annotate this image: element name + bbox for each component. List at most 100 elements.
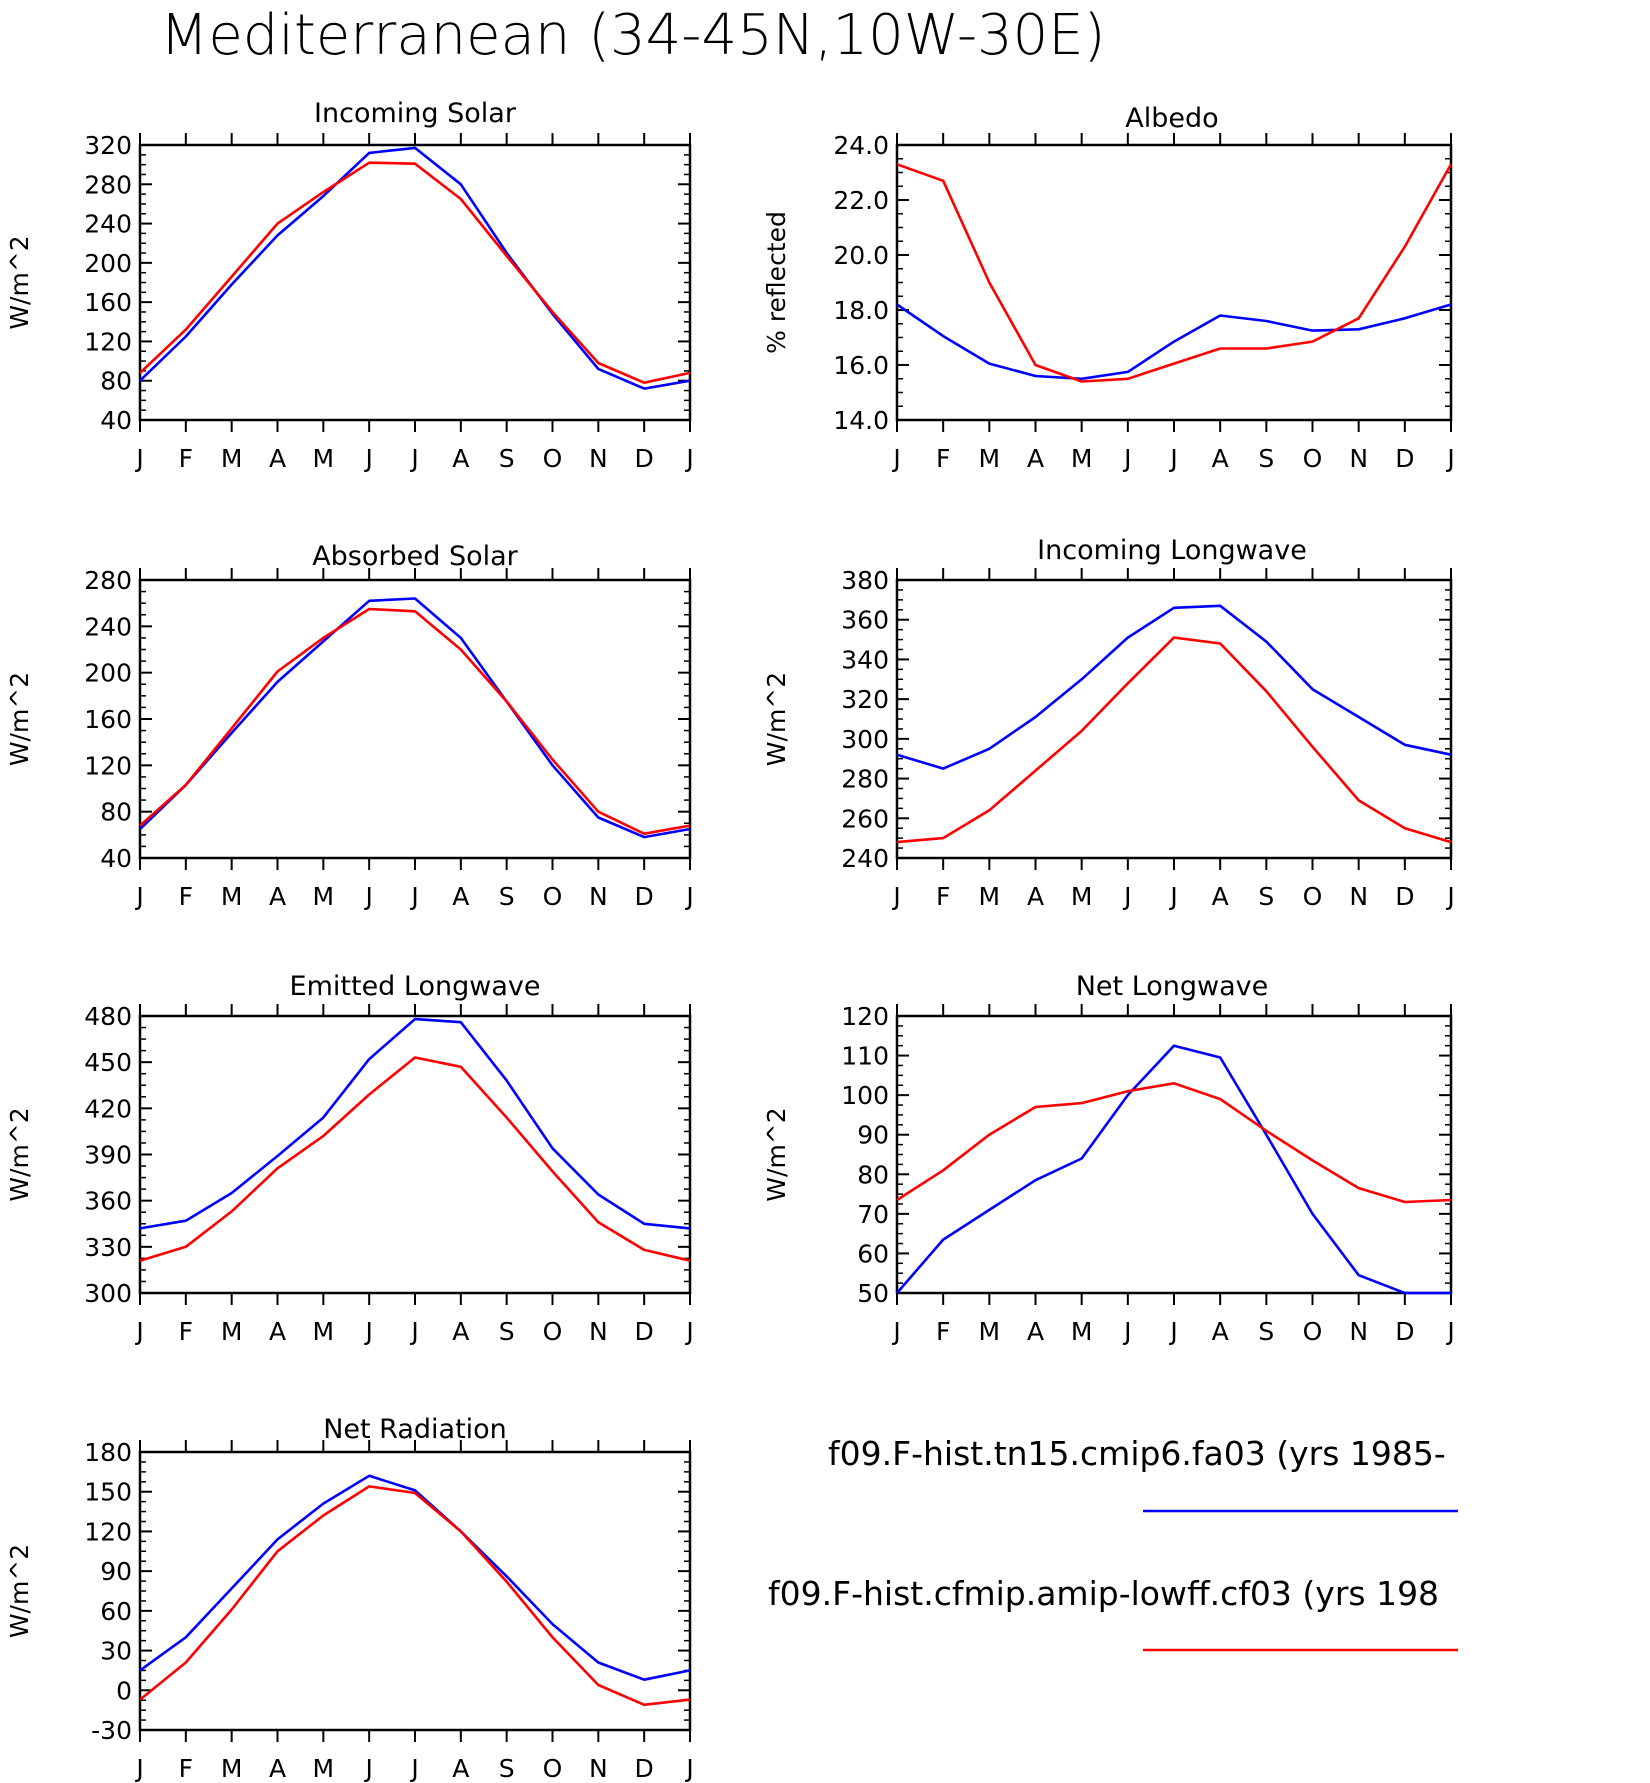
y-tick-label: 420 — [84, 1094, 132, 1123]
y-tick-label: 180 — [84, 1438, 132, 1467]
plot-frame — [895, 143, 1453, 422]
x-tick-label: J — [363, 1754, 372, 1783]
panel-title: Absorbed Solar — [312, 541, 518, 572]
y-tick-label: 90 — [100, 1557, 132, 1586]
y-tick-label: 80 — [100, 367, 132, 396]
y-tick-label: 100 — [841, 1081, 889, 1110]
y-tick-label: 50 — [857, 1279, 889, 1308]
x-tick-label: M — [313, 882, 335, 911]
y-tick-label: 70 — [857, 1200, 889, 1229]
x-tick-label: S — [499, 444, 515, 473]
y-tick-label: 30 — [100, 1637, 132, 1666]
line-series-2 — [896, 163, 1453, 383]
x-tick-label: A — [1212, 444, 1229, 473]
x-tick-label: M — [1071, 444, 1093, 473]
plot-frame — [138, 143, 692, 422]
x-tick-label: O — [543, 1317, 563, 1346]
y-tick-label: 160 — [84, 288, 132, 317]
x-tick-label: J — [134, 1754, 143, 1783]
y-tick-label: 18.0 — [833, 296, 889, 325]
x-tick-label: N — [1349, 444, 1368, 473]
panel-4: Incoming Longwave W/m^2 240 260 280 300 320 340… — [762, 535, 1455, 911]
x-tick-label: J — [684, 1317, 693, 1346]
x-tick-label: M — [313, 1754, 335, 1783]
y-tick-label: 14.0 — [833, 406, 889, 435]
x-tick-label: A — [269, 1317, 286, 1346]
x-tick-label: J — [1445, 1317, 1454, 1346]
x-tick-label: F — [179, 444, 193, 473]
x-tick-label: A — [1027, 882, 1044, 911]
y-tick-label: 390 — [84, 1141, 132, 1170]
x-tick-label: D — [1395, 882, 1414, 911]
y-tick-label: 360 — [84, 1187, 132, 1216]
y-tick-label: 200 — [84, 659, 132, 688]
line-series-1 — [896, 604, 1452, 770]
y-tick-label: 120 — [84, 327, 132, 356]
x-tick-label: M — [221, 1317, 243, 1346]
y-axis-label: W/m^2 — [5, 1544, 34, 1638]
figure-title: Mediterranean (34-45N,10W-30E) — [160, 3, 1106, 68]
x-tick-label: F — [179, 882, 193, 911]
x-tick-label: N — [1349, 882, 1368, 911]
x-tick-label: D — [635, 1754, 654, 1783]
x-tick-label: M — [979, 1317, 1001, 1346]
y-tick-label: 120 — [84, 1517, 132, 1546]
x-tick-label: M — [221, 444, 243, 473]
x-tick-label: S — [1258, 882, 1274, 911]
x-tick-label: D — [635, 882, 654, 911]
x-tick-label: A — [452, 882, 469, 911]
panels: Incoming Solar W/m^2 40 80 120 160 200 240 280 32… — [5, 98, 1455, 1783]
legend-label-series-1: f09.F-hist.tn15.cmip6.fa03 (yrs 1985- — [828, 1434, 1446, 1473]
x-tick-label: A — [452, 1754, 469, 1783]
x-tick-label: J — [134, 1317, 143, 1346]
x-tick-label: M — [313, 1317, 335, 1346]
y-tick-label: 60 — [857, 1239, 889, 1268]
x-tick-label: F — [936, 882, 950, 911]
y-tick-label: 60 — [100, 1597, 132, 1626]
x-tick-label: M — [221, 882, 243, 911]
x-tick-label: J — [1122, 444, 1131, 473]
x-tick-label: F — [936, 1317, 950, 1346]
x-tick-label: J — [891, 1317, 900, 1346]
y-tick-label: 240 — [84, 612, 132, 641]
line-series-1 — [139, 1474, 691, 1681]
y-tick-label: 330 — [84, 1233, 132, 1262]
x-tick-label: J — [363, 882, 372, 911]
x-tick-label: F — [179, 1754, 193, 1783]
x-tick-label: M — [221, 1754, 243, 1783]
x-tick-label: D — [1395, 444, 1414, 473]
panel-title: Albedo — [1125, 103, 1218, 134]
line-series-2 — [139, 1485, 691, 1707]
y-tick-label: 160 — [84, 705, 132, 734]
y-tick-label: 300 — [841, 725, 889, 754]
y-axis-label: W/m^2 — [762, 1107, 791, 1201]
y-tick-label: 90 — [857, 1121, 889, 1150]
x-tick-label: O — [543, 882, 563, 911]
x-tick-label: J — [409, 882, 418, 911]
line-series-1 — [139, 1017, 691, 1230]
plot-frame — [895, 1014, 1453, 1295]
x-tick-label: D — [635, 1317, 654, 1346]
y-tick-label: 120 — [84, 751, 132, 780]
x-tick-label: S — [499, 1754, 515, 1783]
y-tick-label: 340 — [841, 645, 889, 674]
y-tick-label: 110 — [841, 1042, 889, 1071]
x-tick-label: O — [543, 1754, 563, 1783]
x-tick-label: A — [1027, 1317, 1044, 1346]
x-tick-label: A — [452, 444, 469, 473]
legend: f09.F-hist.tn15.cmip6.fa03 (yrs 1985- f0… — [768, 1434, 1458, 1652]
x-tick-label: J — [1122, 882, 1131, 911]
x-tick-label: J — [684, 444, 693, 473]
x-tick-label: D — [635, 444, 654, 473]
y-tick-label: 300 — [84, 1279, 132, 1308]
line-series-2 — [896, 1082, 1452, 1204]
y-tick-label: 0 — [116, 1676, 132, 1705]
line-series-2 — [139, 161, 691, 385]
line-series-2 — [896, 636, 1452, 844]
y-tick-label: 150 — [84, 1478, 132, 1507]
y-tick-label: 20.0 — [833, 241, 889, 270]
y-tick-label: 200 — [84, 249, 132, 278]
panel-title: Incoming Longwave — [1037, 535, 1307, 566]
x-tick-label: J — [891, 444, 900, 473]
